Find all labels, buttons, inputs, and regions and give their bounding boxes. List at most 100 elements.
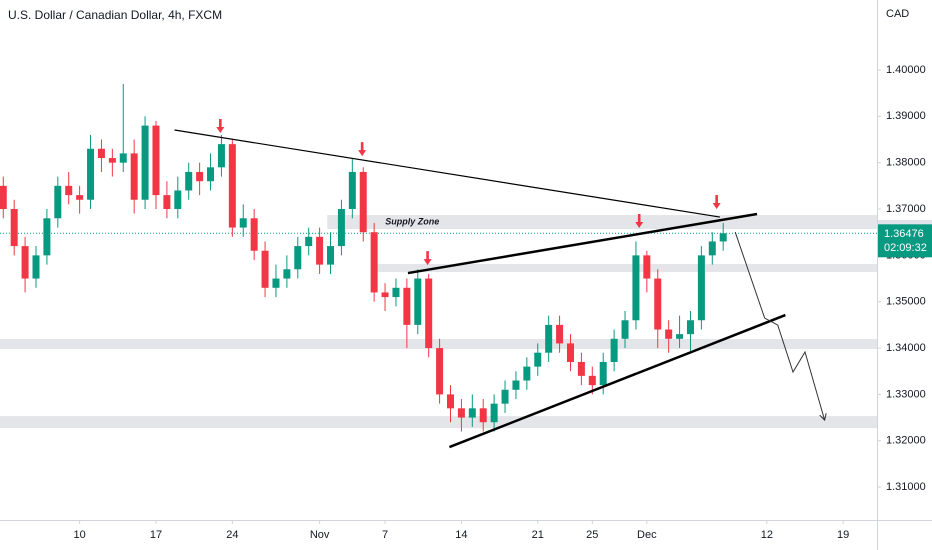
x-tick-label: 12 (761, 529, 773, 541)
candle-body (654, 278, 662, 330)
x-tick-label: Dec (637, 529, 657, 541)
candle-body (490, 403, 498, 423)
candle-body (250, 218, 258, 251)
candle-body (392, 287, 400, 298)
candle-body (446, 394, 454, 409)
candle-body (610, 338, 618, 362)
arrow-marker (635, 214, 644, 229)
projection-arrowhead (819, 413, 827, 422)
candle-body (239, 218, 247, 228)
zone (0, 416, 877, 429)
y-tick-label: 1.40000 (886, 64, 926, 76)
candle-body (425, 278, 433, 349)
zone (375, 264, 877, 273)
candle-body (76, 195, 84, 200)
candle-body (708, 241, 716, 256)
trendline (174, 129, 721, 218)
candle-body (414, 278, 422, 325)
candle-body (697, 255, 705, 321)
candle-body (316, 236, 324, 265)
trendline (407, 212, 758, 275)
candle-body (294, 246, 302, 270)
candle-body (359, 171, 367, 233)
candle-body (501, 389, 509, 404)
candle-body (632, 255, 640, 321)
candle-body (0, 185, 7, 210)
candle-body (566, 343, 574, 362)
x-tick-label: 10 (74, 529, 86, 541)
y-tick-label: 1.33000 (886, 388, 926, 400)
candle-body (43, 218, 51, 256)
candle-body (512, 380, 520, 390)
candle-body (119, 153, 127, 163)
candle-body (686, 320, 694, 335)
y-tick-label: 1.37000 (886, 203, 926, 215)
zone-label: Supply Zone (385, 216, 439, 226)
y-tick-label: 1.38000 (886, 157, 926, 169)
candle-body (588, 375, 596, 386)
candle-body (196, 171, 204, 182)
candle-body (174, 190, 182, 210)
last-price-label: 1.36476 (884, 228, 924, 240)
x-tick-label: 19 (837, 529, 849, 541)
x-tick-label: 25 (586, 529, 598, 541)
candle-body (577, 361, 585, 376)
arrow-marker (216, 119, 225, 134)
candle-body (665, 329, 673, 339)
candle-body (283, 269, 291, 279)
countdown: 02:09:32 (884, 242, 927, 254)
zone (327, 215, 878, 230)
candle-body (163, 195, 171, 210)
candle-body (348, 171, 356, 210)
candle-body (207, 167, 215, 182)
candle-body (436, 348, 444, 395)
candle-body (534, 352, 542, 367)
last-price-box (878, 224, 932, 258)
candle-body (621, 320, 629, 339)
candle-body (228, 144, 236, 228)
zone (0, 339, 877, 350)
candle-body (261, 250, 269, 288)
x-tick-label: 17 (150, 529, 162, 541)
arrow-marker (712, 195, 721, 210)
trendline (448, 313, 786, 449)
candle-body (87, 148, 95, 200)
candle-body (130, 153, 138, 200)
candle-body (719, 233, 727, 242)
candle-body (556, 324, 564, 344)
candle-body (217, 144, 225, 168)
projection-path (734, 231, 826, 421)
candle-body (32, 255, 40, 279)
candle-body (468, 408, 476, 418)
candle-body (643, 255, 651, 279)
candle-body (370, 232, 378, 293)
candle-body (54, 185, 62, 219)
y-tick-label: 1.32000 (886, 435, 926, 447)
candle-body (545, 324, 553, 353)
candle-body (108, 158, 116, 163)
axis-currency: CAD (886, 8, 909, 20)
candle-body (65, 185, 73, 196)
y-tick-label: 1.35000 (886, 296, 926, 308)
candle-body (152, 125, 160, 196)
candle-body (479, 408, 487, 423)
candle-body (305, 236, 313, 247)
candle-body (523, 366, 531, 381)
candle-body (21, 246, 29, 279)
arrow-marker (358, 142, 367, 157)
candle-body (272, 278, 280, 288)
candle-body (141, 125, 149, 200)
plot-area: Supply Zone (0, 83, 878, 449)
candle-body (676, 334, 684, 339)
candle-body (403, 287, 411, 325)
candle-body (337, 209, 345, 247)
candle-body (327, 246, 335, 265)
x-tick-label: 7 (382, 529, 388, 541)
x-tick-label: 21 (532, 529, 544, 541)
candle-body (185, 171, 193, 191)
candle-body (599, 361, 607, 386)
candle-body (10, 209, 18, 247)
